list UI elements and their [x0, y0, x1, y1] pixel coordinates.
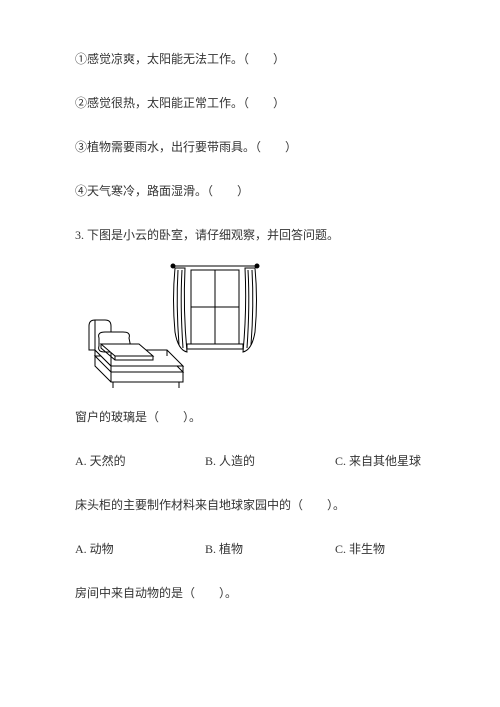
bedroom-svg — [75, 260, 260, 390]
q3-options-2: A. 动物 B. 植物 C. 非生物 — [75, 540, 425, 558]
q3-options-1: A. 天然的 B. 人造的 C. 来自其他星球 — [75, 452, 425, 470]
q3-fill-1: 窗户的玻璃是（ ）。 — [75, 408, 425, 426]
q3-fill-3: 房间中来自动物的是（ ）。 — [75, 584, 425, 602]
q1-item-4: ④天气寒冷，路面湿滑。（ ） — [75, 182, 425, 200]
q3-opt1-a: A. 天然的 — [75, 452, 205, 470]
q3-opt1-b: B. 人造的 — [205, 452, 335, 470]
q1-item-1: ①感觉凉爽，太阳能无法工作。（ ） — [75, 50, 425, 68]
q3-opt2-b: B. 植物 — [205, 540, 335, 558]
q3-opt2-a: A. 动物 — [75, 540, 205, 558]
q3-opt2-c: C. 非生物 — [335, 540, 425, 558]
bedroom-illustration — [75, 260, 425, 390]
q3-fill-2: 床头柜的主要制作材料来自地球家园中的（ ）。 — [75, 496, 425, 514]
q3-intro: 3. 下图是小云的卧室，请仔细观察，并回答问题。 — [75, 226, 425, 244]
q3-opt1-c: C. 来自其他星球 — [335, 452, 425, 470]
page: ①感觉凉爽，太阳能无法工作。（ ） ②感觉很热，太阳能正常工作。（ ） ③植物需… — [0, 0, 500, 707]
q1-item-3: ③植物需要雨水，出行要带雨具。（ ） — [75, 138, 425, 156]
q1-item-2: ②感觉很热，太阳能正常工作。（ ） — [75, 94, 425, 112]
